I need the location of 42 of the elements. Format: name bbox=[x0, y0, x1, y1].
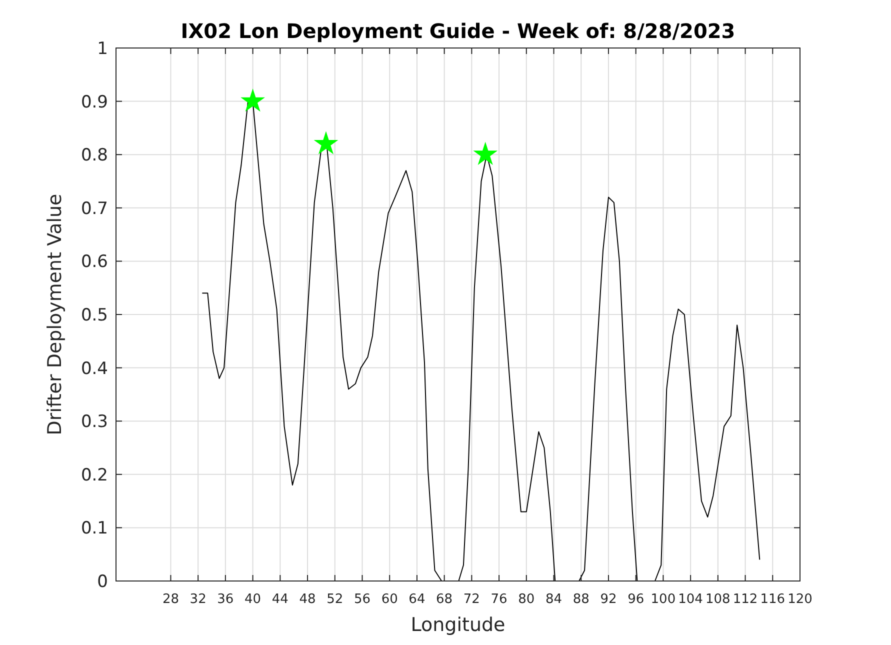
x-tick-label: 48 bbox=[299, 592, 316, 607]
x-tick-label: 56 bbox=[354, 592, 371, 607]
x-tick-label: 68 bbox=[436, 592, 453, 607]
x-axis-title: Longitude bbox=[410, 614, 506, 636]
y-tick-label: 0.8 bbox=[80, 146, 108, 166]
point bbox=[474, 142, 497, 164]
x-tick-label: 104 bbox=[678, 592, 703, 607]
point bbox=[242, 90, 264, 111]
x-tick-label: 84 bbox=[545, 592, 562, 607]
x-tick-label: 32 bbox=[190, 592, 206, 607]
x-tick-label: 44 bbox=[272, 592, 288, 607]
x-tick-label: 72 bbox=[463, 592, 480, 607]
y-tick-label: 0.2 bbox=[80, 465, 108, 486]
x-tick-label: 88 bbox=[572, 592, 590, 607]
x-tick-label: 76 bbox=[490, 592, 508, 607]
x-tick-label: 80 bbox=[518, 592, 535, 607]
y-tick-label: 0.5 bbox=[80, 306, 108, 326]
x-tick-label: 36 bbox=[217, 592, 234, 607]
x-tick-label: 52 bbox=[326, 592, 344, 607]
line-series bbox=[202, 100, 760, 582]
y-tick-label: 0.4 bbox=[80, 358, 108, 379]
y-axis-title: Drifter Deployment Value bbox=[44, 194, 66, 436]
x-tick-label: 96 bbox=[628, 592, 644, 607]
y-tick-label: 0.9 bbox=[80, 92, 108, 112]
x-tick-label: 40 bbox=[244, 592, 262, 607]
y-tick-label: 1 bbox=[97, 39, 108, 59]
y-tick-label: 0.6 bbox=[80, 252, 108, 272]
x-tick-label: 100 bbox=[650, 592, 676, 607]
x-tick-label: 116 bbox=[760, 592, 786, 607]
y-tick-label: 0 bbox=[97, 572, 108, 592]
y-tick-label: 0.3 bbox=[80, 412, 108, 432]
x-tick-label: 64 bbox=[408, 592, 426, 607]
x-tick-label: 60 bbox=[381, 592, 398, 607]
x-tick-label: 92 bbox=[600, 592, 617, 607]
point bbox=[314, 132, 338, 154]
x-tick-label: 120 bbox=[788, 592, 812, 607]
y-tick-label: 0.7 bbox=[80, 198, 108, 219]
chart-title: IX02 Lon Deployment Guide - Week of: 8/28/2023 bbox=[180, 19, 736, 43]
y-tick-label: 0.1 bbox=[80, 518, 108, 539]
x-tick-label: 112 bbox=[732, 592, 758, 607]
x-tick-label: 108 bbox=[706, 592, 730, 607]
x-tick-label: 28 bbox=[162, 592, 179, 607]
